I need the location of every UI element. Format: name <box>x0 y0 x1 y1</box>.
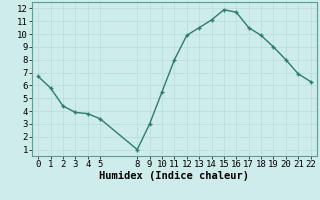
X-axis label: Humidex (Indice chaleur): Humidex (Indice chaleur) <box>100 171 249 181</box>
